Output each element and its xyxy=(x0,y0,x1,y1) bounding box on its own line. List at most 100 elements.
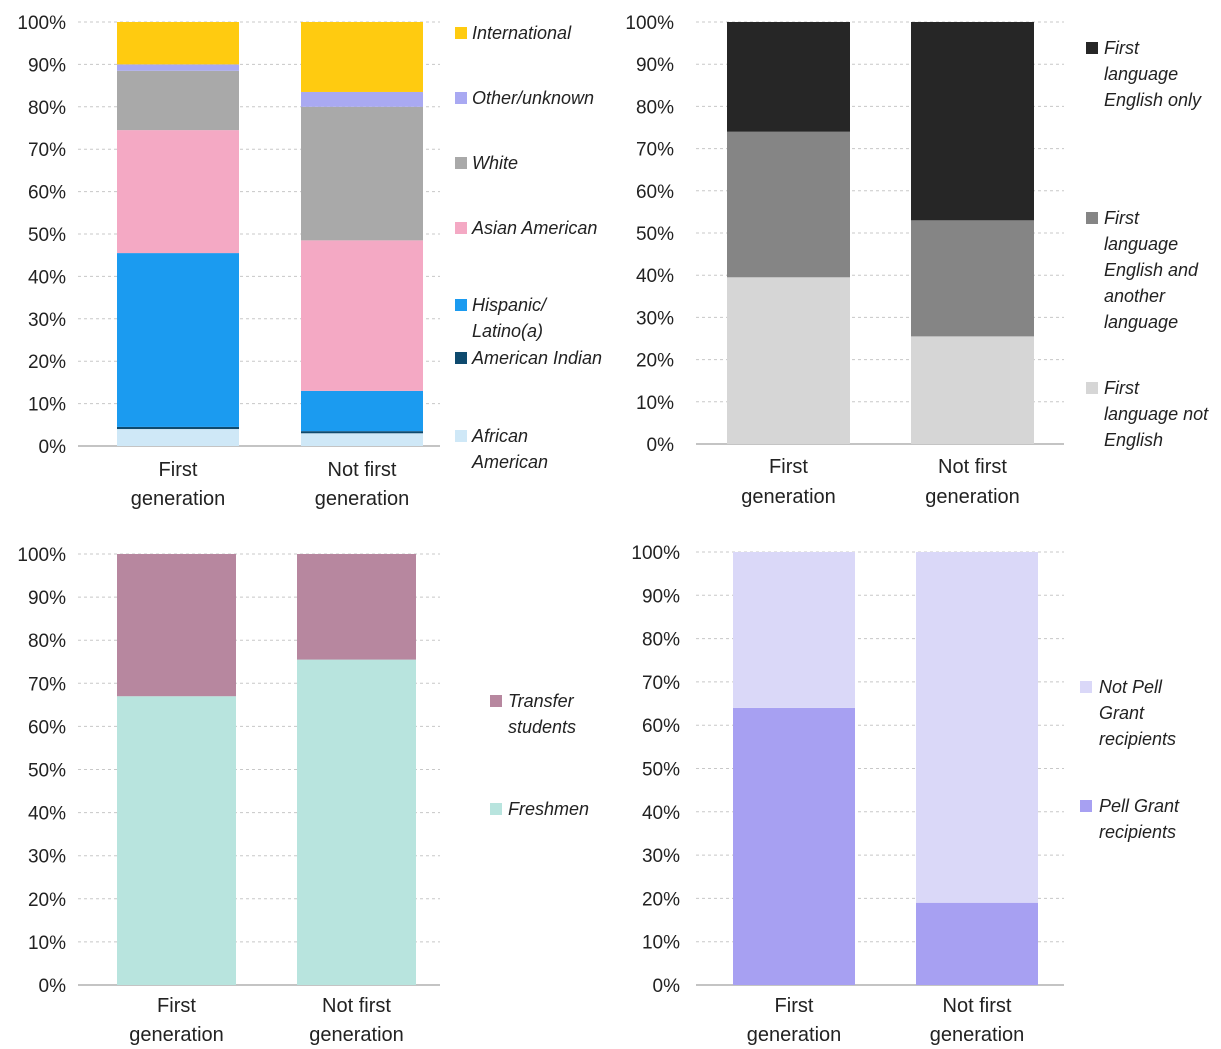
y-tick-label: 20% xyxy=(636,351,674,372)
y-tick-label: 20% xyxy=(642,889,680,910)
y-tick-label: 30% xyxy=(642,846,680,867)
legend-swatch-not-pell-grant-recipients xyxy=(1080,681,1092,693)
legend-swatch-freshmen xyxy=(490,803,502,815)
legend-swatch-other-unknown xyxy=(455,92,467,104)
chart-pell-grant: 0% 10% 20% 30% 40% 50% 60% 70% 80% 90% 100% First ge… xyxy=(631,543,1180,1046)
y-tick-label: 90% xyxy=(642,586,680,607)
legend-label-first-language-not-english: First language not English xyxy=(1104,378,1209,450)
bar-segment-hispanic-latino-a xyxy=(117,253,239,427)
y-tick-label: 100% xyxy=(17,13,66,34)
legend-swatch-african-american xyxy=(455,430,467,442)
bar-segment-american-indian xyxy=(117,426,239,430)
legend-label-asian-american: Asian American xyxy=(471,218,597,238)
y-tick-label: 50% xyxy=(636,224,674,245)
legend-swatch-international xyxy=(455,27,467,39)
y-tick-label: 80% xyxy=(28,98,66,119)
x-category-label: Not first generation xyxy=(315,459,410,510)
bar-segment-asian-american xyxy=(117,130,239,254)
legend-label-not-pell-grant-recipients: Not Pell Grant recipients xyxy=(1099,677,1176,749)
y-tick-label: 0% xyxy=(647,435,675,456)
bar-segment-transfer-students xyxy=(117,554,236,697)
bar-segment-african-american xyxy=(117,429,239,446)
x-category-label: First generation xyxy=(747,995,842,1046)
legend-label-white: White xyxy=(472,153,518,173)
chart-first-language: 0% 10% 20% 30% 40% 50% 60% 70% 80% 90% 100% First ge… xyxy=(625,13,1209,508)
y-tick-label: 70% xyxy=(28,674,66,695)
y-tick-label: 80% xyxy=(28,631,66,652)
y-tick-label: 0% xyxy=(653,976,681,997)
y-tick-label: 100% xyxy=(625,13,674,34)
x-category-label: Not first generation xyxy=(309,995,404,1046)
y-tick-label: 60% xyxy=(642,716,680,737)
y-tick-label: 90% xyxy=(28,55,66,76)
y-tick-label: 40% xyxy=(28,267,66,288)
bar-segment-first-language-not-english xyxy=(911,336,1034,444)
y-tick-label: 70% xyxy=(636,140,674,161)
x-category-label: Not first generation xyxy=(930,995,1025,1046)
legend-swatch-american-indian xyxy=(455,352,467,364)
legend-swatch-pell-grant-recipients xyxy=(1080,800,1092,812)
bar-segment-pell-grant-recipients xyxy=(916,902,1038,985)
bar-segment-not-pell-grant-recipients xyxy=(916,552,1038,903)
y-tick-label: 10% xyxy=(28,933,66,954)
bar-segment-asian-american xyxy=(301,240,423,391)
y-tick-label: 50% xyxy=(28,761,66,782)
bar-segment-freshmen xyxy=(117,696,236,985)
bar-segment-first-language-english-only xyxy=(727,22,850,132)
bar-segment-transfer-students xyxy=(297,554,416,660)
legend-label-american-indian: American Indian xyxy=(471,348,602,368)
bar-segment-first-language-english-and-another-language xyxy=(911,220,1034,337)
y-tick-label: 30% xyxy=(636,308,674,329)
y-tick-label: 0% xyxy=(39,976,67,997)
legend-label-other-unknown: Other/unknown xyxy=(472,88,594,108)
y-tick-label: 50% xyxy=(28,225,66,246)
y-tick-label: 70% xyxy=(28,140,66,161)
legend-label-hispanic-latino-a: Hispanic/Latino(a) xyxy=(472,295,548,341)
bar-segment-hispanic-latino-a xyxy=(301,390,423,432)
y-tick-label: 20% xyxy=(28,890,66,911)
y-tick-label: 70% xyxy=(642,673,680,694)
y-tick-label: 10% xyxy=(28,395,66,416)
y-tick-label: 30% xyxy=(28,847,66,868)
y-tick-label: 60% xyxy=(636,182,674,203)
bar-segment-freshmen xyxy=(297,659,416,985)
legend-label-transfer-students: Transfer students xyxy=(508,691,576,737)
x-category-label: First generation xyxy=(129,995,224,1046)
legend-swatch-first-language-english-and-another-language xyxy=(1086,212,1098,224)
bar-segment-african-american xyxy=(301,433,423,446)
bar-segment-other-unknown xyxy=(301,91,423,107)
y-tick-label: 100% xyxy=(631,543,680,564)
x-category-label: First generation xyxy=(741,456,836,508)
y-tick-label: 10% xyxy=(642,933,680,954)
legend-swatch-first-language-not-english xyxy=(1086,382,1098,394)
y-tick-label: 30% xyxy=(28,310,66,331)
legend-swatch-first-language-english-only xyxy=(1086,42,1098,54)
legend-swatch-transfer-students xyxy=(490,695,502,707)
y-tick-label: 80% xyxy=(636,97,674,118)
chart-entry-type: 0% 10% 20% 30% 40% 50% 60% 70% 80% 90% 100% First ge… xyxy=(17,545,589,1046)
legend-label-first-language-english-and-another-language: First language English and another language xyxy=(1104,208,1199,332)
legend-label-african-american: African American xyxy=(471,426,548,472)
y-tick-label: 100% xyxy=(17,545,66,566)
bar-segment-other-unknown xyxy=(117,64,239,71)
legend-label-first-language-english-only: First language English only xyxy=(1104,38,1202,110)
bar-segment-international xyxy=(117,22,239,65)
y-tick-label: 90% xyxy=(636,55,674,76)
y-tick-label: 10% xyxy=(636,393,674,414)
legend-label-freshmen: Freshmen xyxy=(508,799,589,819)
bar-segment-white xyxy=(117,70,239,131)
bar-segment-first-language-english-only xyxy=(911,22,1034,221)
y-tick-label: 90% xyxy=(28,588,66,609)
legend-swatch-asian-american xyxy=(455,222,467,234)
bar-segment-white xyxy=(301,106,423,241)
bar-segment-international xyxy=(301,22,423,92)
legend-label-pell-grant-recipients: Pell Grant recipients xyxy=(1099,796,1180,842)
legend-label-international: International xyxy=(472,23,572,43)
bar-segment-first-language-not-english xyxy=(727,277,850,444)
bar-segment-not-pell-grant-recipients xyxy=(733,552,855,708)
bar-segment-american-indian xyxy=(301,431,423,434)
chart-ethnicity: 0% 10% 20% 30% 40% 50% 60% 70% 80% 90% 100% First ge… xyxy=(17,13,602,510)
y-tick-label: 40% xyxy=(28,804,66,825)
y-tick-label: 40% xyxy=(642,803,680,824)
bar-segment-first-language-english-and-another-language xyxy=(727,131,850,278)
